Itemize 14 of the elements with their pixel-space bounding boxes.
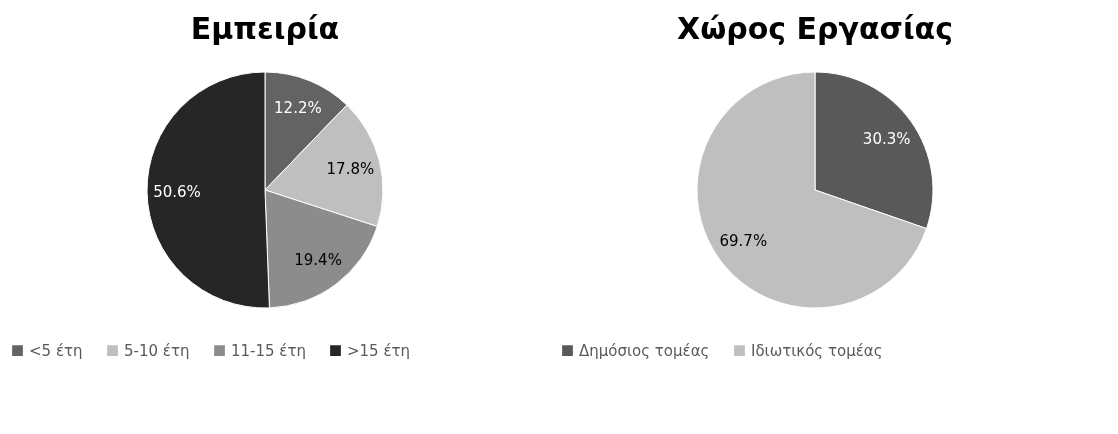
data-label: 50.6% [153, 182, 201, 201]
data-label: 30.3% [862, 129, 911, 148]
legend-label: 11-15 έτη [231, 341, 306, 360]
legend-label: Ιδιωτικός τομέας [751, 341, 883, 360]
legend-label: <5 έτη [29, 341, 83, 360]
chart-title: Χώρος Εργασίας [677, 11, 953, 46]
data-label: 12.2% [274, 99, 322, 118]
data-label: 17.8% [326, 159, 375, 178]
data-label: 69.7% [719, 232, 768, 251]
chart-title: Εμπειρία [190, 11, 340, 46]
legend-label: 5-10 έτη [124, 341, 190, 360]
data-label: 19.4% [294, 251, 342, 270]
legend-label: >15 έτη [347, 341, 411, 360]
legend-label: Δημόσιος τομέας [579, 341, 710, 360]
